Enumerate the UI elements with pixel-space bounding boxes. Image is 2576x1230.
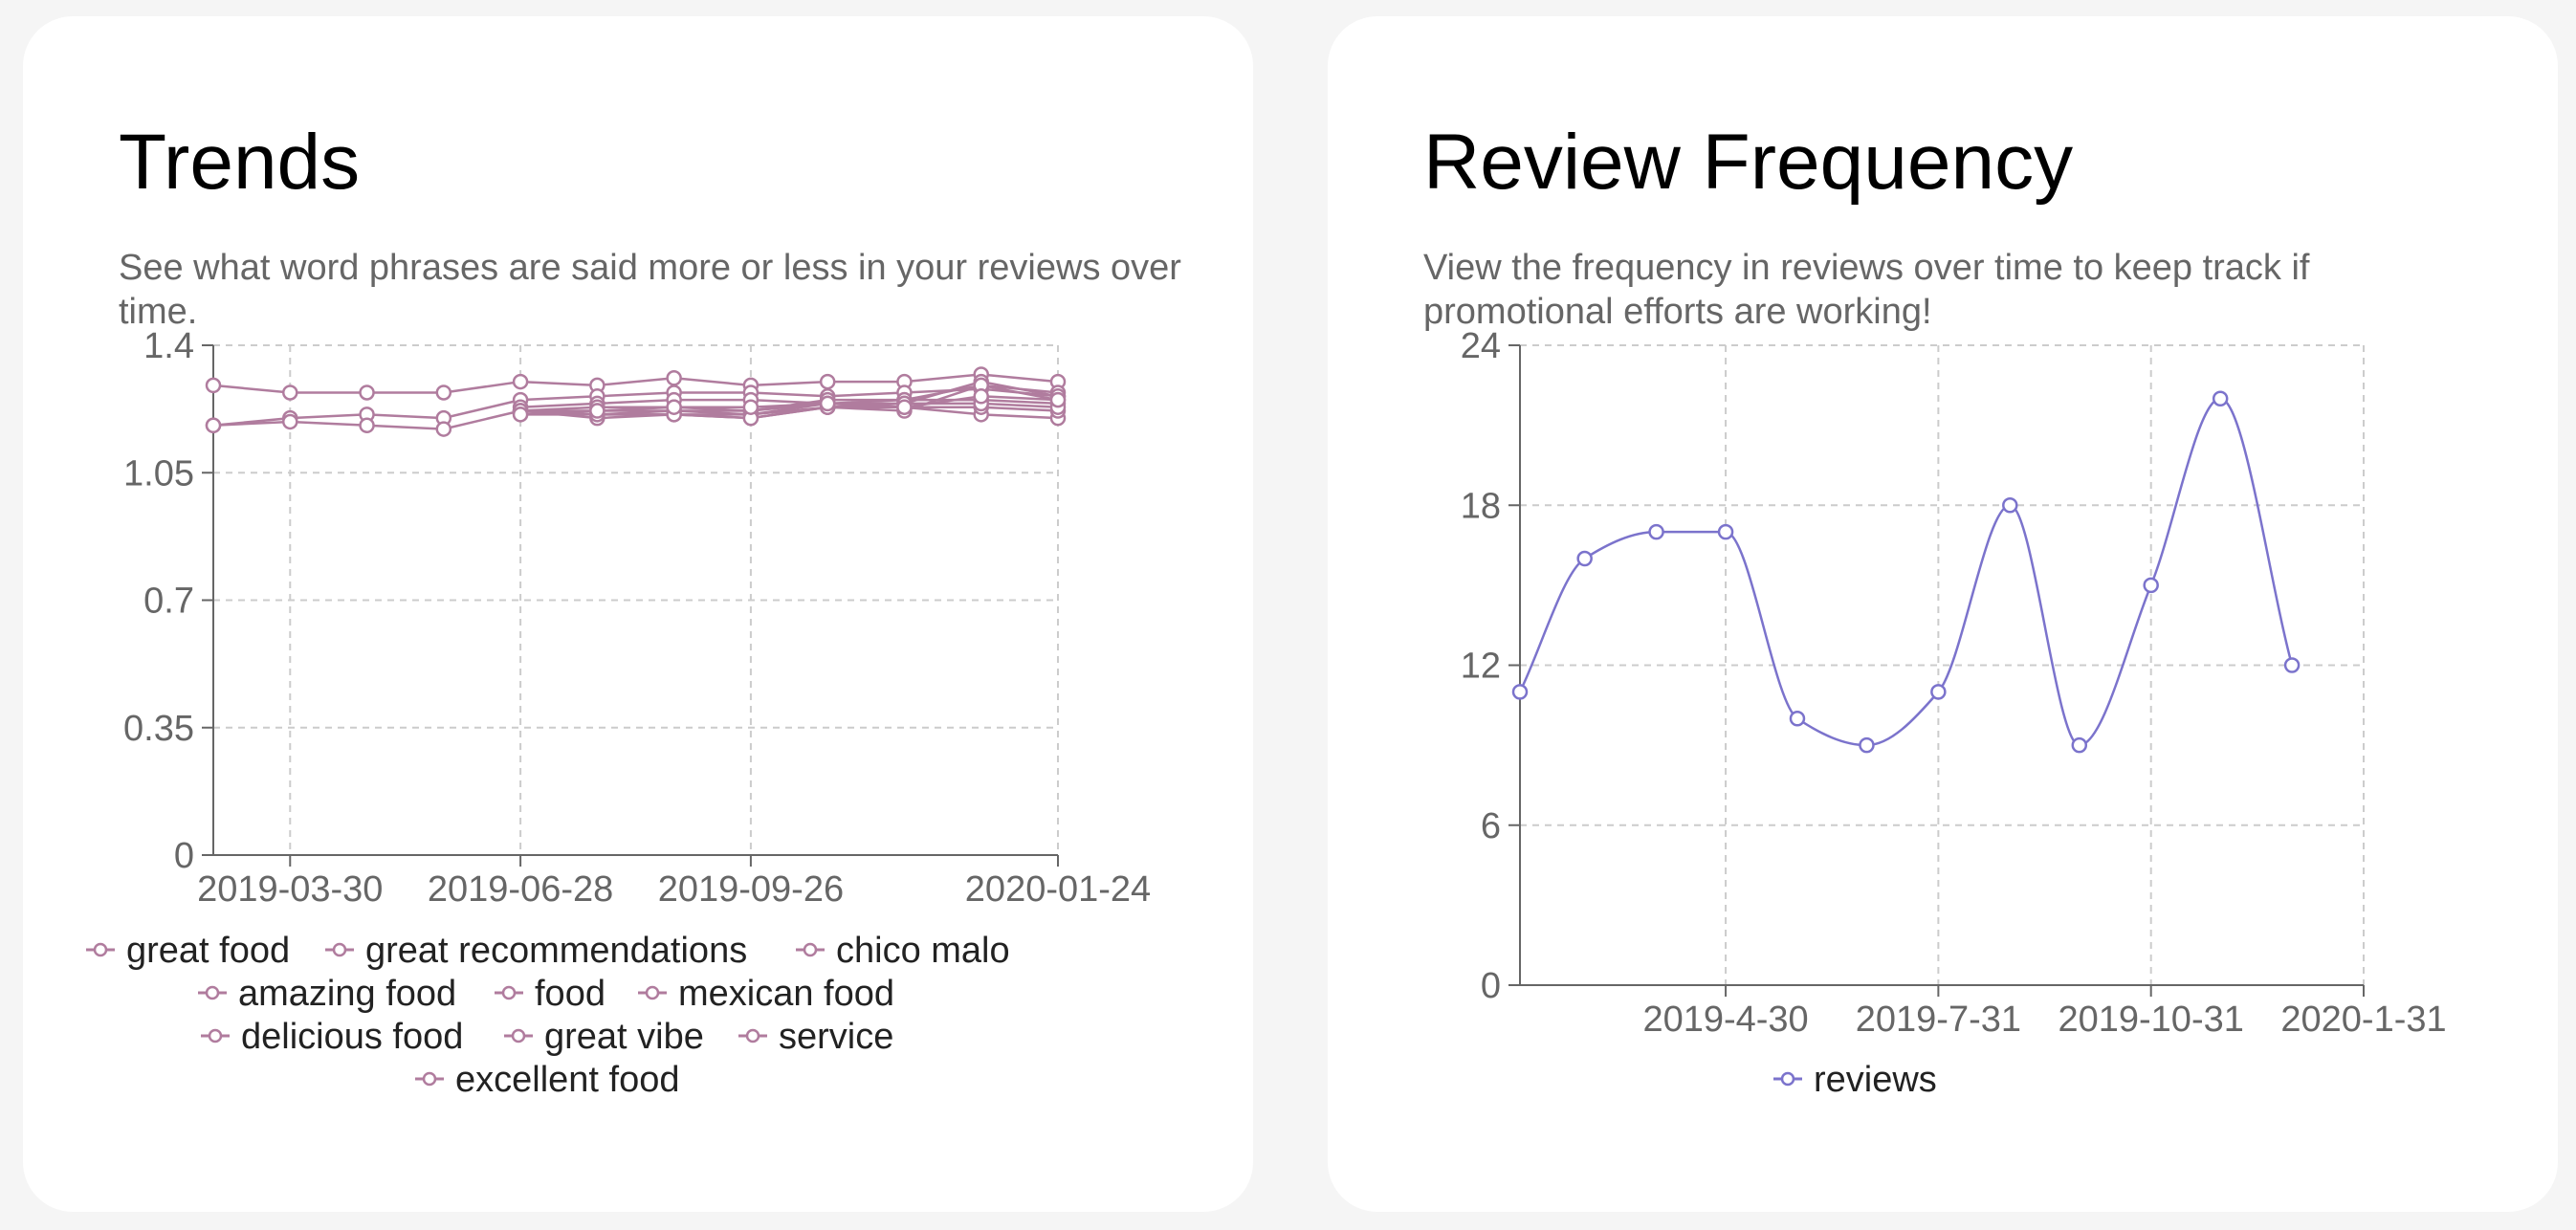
freq-point: [1859, 736, 1875, 754]
trends-legend-marker: [501, 985, 517, 1000]
freq-point: [1511, 684, 1529, 700]
trends-legend-label: amazing food: [238, 974, 456, 1014]
freq-legend-marker: [1780, 1071, 1795, 1087]
freq-x-tick-label: 2019-4-30: [1642, 999, 1808, 1040]
trends-legend-marker: [93, 942, 108, 957]
freq-point: [1930, 684, 1947, 700]
trends-legend-item: great recommendations: [325, 931, 747, 971]
trends-legend-marker: [422, 1071, 437, 1087]
freq-series-line: [1518, 397, 2294, 747]
freq-y-tick-label: 24: [1461, 326, 1501, 366]
freq-legend-item: reviews: [1773, 1060, 1937, 1100]
trends-legend-label: delicious food: [241, 1017, 463, 1057]
trends-y-tick-label: 0.35: [123, 709, 194, 749]
trends-point: [973, 388, 989, 405]
trends-x-tick-label: 2019-09-26: [658, 869, 844, 910]
trends-grid: [213, 344, 1059, 855]
trends-legend-item: amazing food: [198, 974, 456, 1014]
trends-legend-marker: [745, 1028, 760, 1043]
trends-legend-item: mexican food: [638, 974, 894, 1014]
trends-legend-item: excellent food: [415, 1060, 680, 1100]
freq-point: [2283, 657, 2301, 673]
trends-point: [512, 373, 529, 390]
review-frequency-card: Review Frequency View the frequency in r…: [1328, 16, 2558, 1212]
trends-legend-label: great vibe: [544, 1017, 704, 1057]
freq-x-tick-label: 2019-10-31: [2058, 999, 2243, 1040]
freq-legend-label: reviews: [1814, 1060, 1937, 1100]
trends-series-line: [520, 398, 1059, 408]
trends-legend-label: excellent food: [455, 1060, 680, 1100]
freq-y-tick-label: 18: [1461, 486, 1501, 526]
freq-y-tick-label: 12: [1461, 647, 1501, 687]
trends-description: See what word phrases are said more or l…: [119, 248, 1181, 332]
trends-card: Trends See what word phrases are said mo…: [23, 16, 1253, 1212]
trends-legend-marker: [645, 985, 660, 1000]
trends-legend-label: service: [779, 1017, 893, 1057]
trends-point: [819, 395, 836, 412]
trends-y-tick-label: 0.7: [143, 582, 194, 622]
trends-legend-item: great vibe: [504, 1017, 704, 1057]
trends-legend-label: mexican food: [678, 974, 894, 1014]
trends-legend-item: food: [495, 974, 605, 1014]
review-frequency-description: View the frequency in reviews over time …: [1423, 248, 2310, 332]
trends-series-line: [520, 402, 1059, 420]
trends-point: [205, 417, 222, 434]
trends-legend-item: delicious food: [201, 1017, 463, 1057]
trends-legend-marker: [511, 1028, 526, 1043]
freq-point: [1576, 550, 1593, 567]
trends-point: [359, 384, 375, 401]
trends-series-line: [212, 387, 1059, 428]
trends-point: [282, 384, 298, 401]
trends-point: [435, 384, 452, 401]
trends-legend-label: food: [535, 974, 605, 1014]
trends-y-tick-label: 1.4: [143, 326, 194, 366]
trends-legend-label: chico malo: [836, 931, 1010, 971]
trends-point: [589, 403, 605, 419]
trends-series-line: [212, 373, 1059, 394]
freq-point: [2071, 736, 2088, 754]
freq-y-tick-label: 6: [1481, 806, 1501, 846]
trends-point: [435, 421, 452, 437]
freq-grid: [1520, 344, 2365, 985]
trends-legend-marker: [332, 942, 347, 957]
trends-x-tick-label: 2019-06-28: [428, 869, 613, 910]
review-frequency-title: Review Frequency: [1423, 119, 2074, 206]
freq-y-tick-label: 0: [1481, 966, 1501, 1006]
freq-x-tick-label: 2020-1-31: [2280, 999, 2446, 1040]
freq-point: [1789, 711, 1806, 727]
trends-legend-marker: [803, 942, 818, 957]
freq-x-tick-label: 2019-7-31: [1856, 999, 2021, 1040]
trends-point: [282, 413, 298, 430]
trends-point: [896, 399, 913, 415]
freq-point: [2143, 577, 2159, 594]
trends-legend-marker: [205, 985, 220, 1000]
trends-legend-item: chico malo: [796, 931, 1010, 971]
trends-x-tick-label: 2020-01-24: [965, 869, 1151, 910]
trends-legend-marker: [208, 1028, 223, 1043]
trends-point: [1049, 391, 1067, 408]
freq-point: [2002, 497, 2018, 514]
trends-legend-item: service: [738, 1017, 893, 1057]
trends-x-tick-label: 2019-03-30: [197, 869, 383, 910]
freq-point: [2212, 390, 2229, 406]
trends-legend-label: great food: [126, 931, 290, 971]
trends-point: [359, 417, 375, 434]
trends-legend-item: great food: [86, 931, 290, 971]
trends-point: [742, 399, 760, 415]
trends-y-tick-label: 1.05: [123, 453, 194, 494]
trends-point: [666, 399, 682, 415]
trends-y-tick-label: 0: [174, 836, 194, 876]
trends-title: Trends: [119, 119, 361, 206]
freq-point: [1648, 523, 1664, 540]
trends-point: [512, 406, 529, 423]
freq-point: [1717, 523, 1734, 540]
trends-point: [205, 377, 222, 394]
trends-legend-label: great recommendations: [365, 931, 747, 971]
trends-series-line: [520, 395, 1059, 416]
